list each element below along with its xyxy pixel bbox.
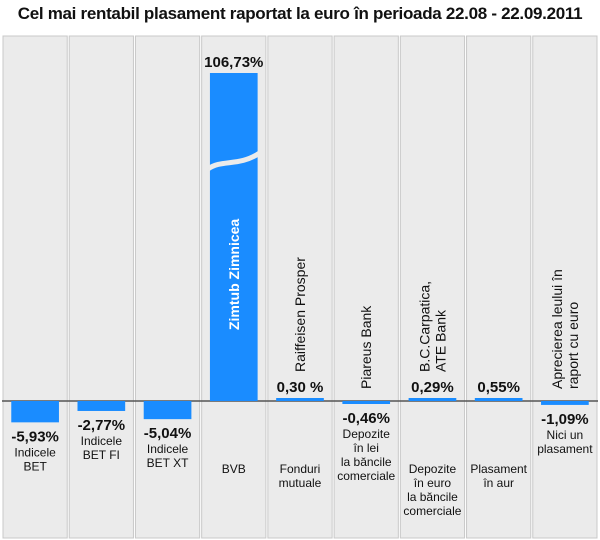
inline-label: ATE Bank xyxy=(432,309,448,372)
value-label: -0,46% xyxy=(342,410,390,427)
inline-label: Aprecierea leului în xyxy=(549,269,565,389)
value-label: 0,29% xyxy=(411,379,454,396)
category-label: Indicele xyxy=(14,445,56,459)
value-label: -1,09% xyxy=(541,411,589,428)
category-label: Plasament xyxy=(470,462,527,476)
column-panel xyxy=(267,35,333,539)
column-panel xyxy=(2,35,68,539)
category-label: Nici un xyxy=(547,428,584,442)
inline-label: raport cu euro xyxy=(565,302,581,389)
category-label: la băncile xyxy=(407,490,458,504)
value-label: 0,55% xyxy=(477,379,520,396)
axis-break-mark xyxy=(206,150,262,172)
value-label: -5,93% xyxy=(11,428,59,445)
inline-label: Raiffeisen Prosper xyxy=(292,257,308,372)
category-label: Depozite xyxy=(343,427,391,441)
chart-title: Cel mai rentabil plasament raportat la e… xyxy=(17,4,583,23)
category-label: comerciale xyxy=(403,504,461,518)
category-label: comerciale xyxy=(337,469,395,483)
category-label: Indicele xyxy=(147,442,189,456)
value-label: 0,30 % xyxy=(277,379,324,396)
bar xyxy=(276,398,324,401)
column-panel xyxy=(68,35,134,539)
column-panel xyxy=(466,35,532,539)
category-label: în aur xyxy=(482,476,514,490)
bar xyxy=(342,401,391,404)
category-label: BET xyxy=(23,459,47,473)
category-label: plasament xyxy=(537,442,593,456)
bar xyxy=(541,401,589,405)
bar xyxy=(11,401,59,423)
inline-label: Zimtub Zimnicea xyxy=(226,219,242,330)
column-panel xyxy=(532,35,598,539)
column-panel xyxy=(333,35,399,539)
bar xyxy=(408,398,457,401)
value-label: 106,73% xyxy=(204,54,263,71)
category-label: BVB xyxy=(222,462,246,476)
category-label: la băncile xyxy=(341,455,392,469)
bar xyxy=(209,73,258,401)
category-label: în lei xyxy=(353,441,379,455)
category-label: Fonduri xyxy=(280,462,321,476)
inline-label: B.C.Carpatica, xyxy=(416,281,432,372)
inline-label: Piareus Bank xyxy=(358,305,374,389)
category-label: Depozite xyxy=(409,462,457,476)
category-label: Indicele xyxy=(81,434,123,448)
bar xyxy=(143,401,192,420)
category-label: BET XT xyxy=(147,456,189,470)
value-label: -5,04% xyxy=(144,425,192,442)
bar xyxy=(77,401,126,411)
column-panel xyxy=(399,35,466,539)
column-panel xyxy=(134,35,201,539)
bar xyxy=(474,398,523,401)
category-label: BET FI xyxy=(83,448,120,462)
value-label: -2,77% xyxy=(78,417,126,434)
category-label: în euro xyxy=(413,476,452,490)
category-label: mutuale xyxy=(279,476,322,490)
